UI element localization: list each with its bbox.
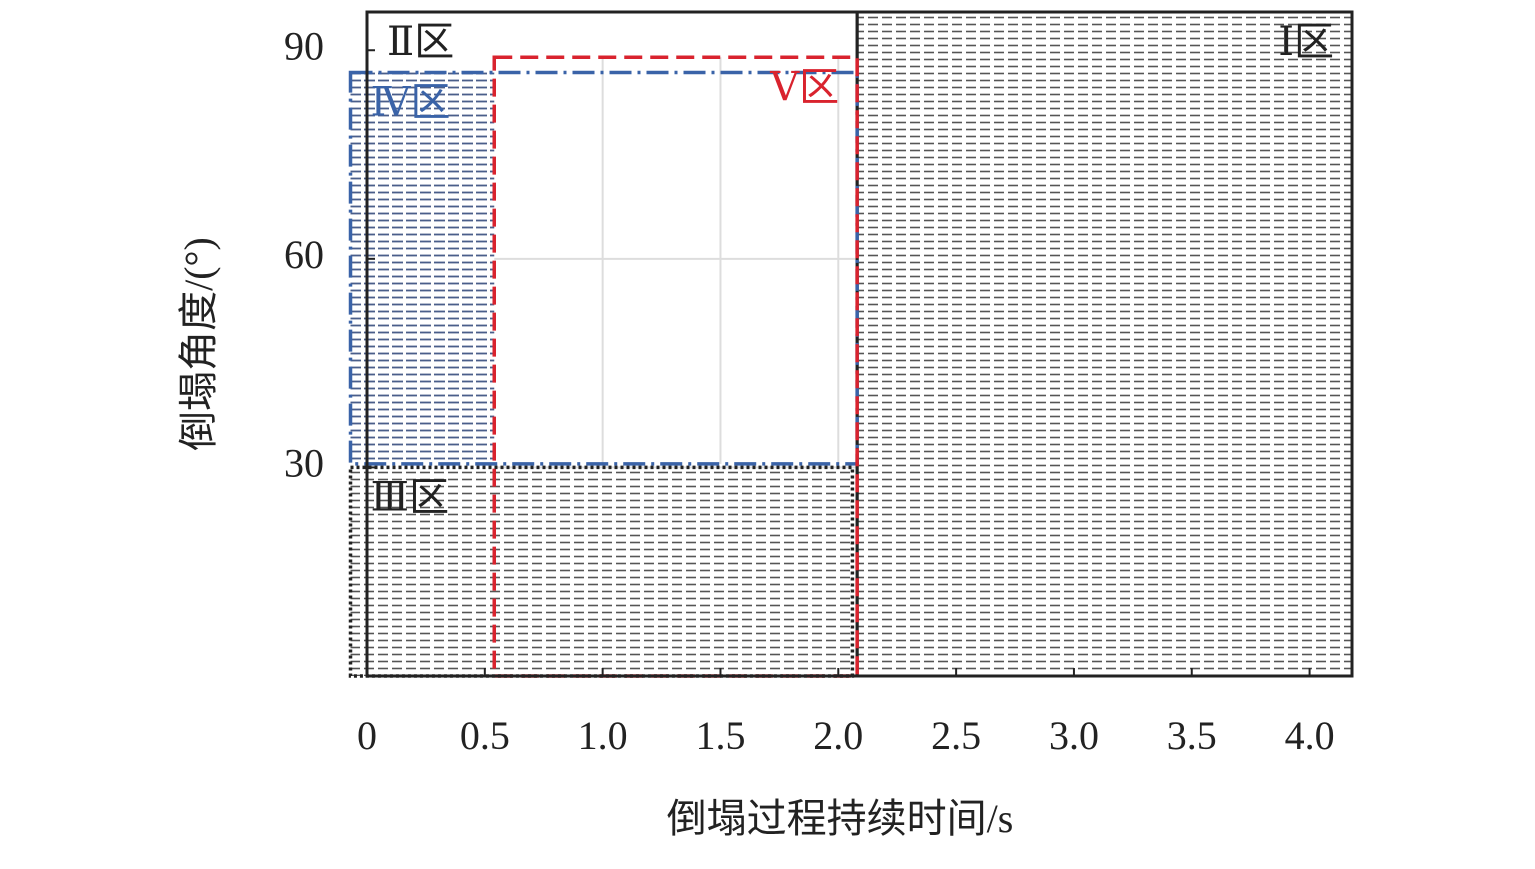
x-tick-label: 3.5	[1167, 713, 1217, 758]
region-fill	[350, 467, 853, 676]
y-axis-title: 倒塌角度/(°)	[176, 237, 221, 451]
region-label: Ⅳ区	[371, 80, 451, 125]
region-label: Ⅴ区	[769, 64, 839, 109]
x-tick-label: 1.0	[578, 713, 628, 758]
x-tick-label: 1.5	[695, 713, 745, 758]
y-tick-label: 90	[284, 23, 324, 68]
x-tick-label: 2.0	[813, 713, 863, 758]
x-tick-label: 2.5	[931, 713, 981, 758]
region-label: Ⅱ区	[387, 19, 454, 64]
x-tick-label: 3.0	[1049, 713, 1099, 758]
region-fill	[857, 12, 1352, 676]
y-tick-label: 30	[284, 441, 324, 486]
x-tick-label: 0.5	[460, 713, 510, 758]
y-tick-label: 60	[284, 232, 324, 277]
region-label: Ⅰ区	[1278, 19, 1334, 64]
x-axis-title: 倒塌过程持续时间/s	[667, 796, 1014, 841]
region-outline	[348, 70, 859, 466]
region-outline	[492, 55, 859, 678]
region-label: Ⅲ区	[371, 475, 450, 520]
x-tick-label: 4.0	[1285, 713, 1335, 758]
x-tick-label: 0	[357, 713, 377, 758]
plot-frame	[365, 10, 1354, 678]
